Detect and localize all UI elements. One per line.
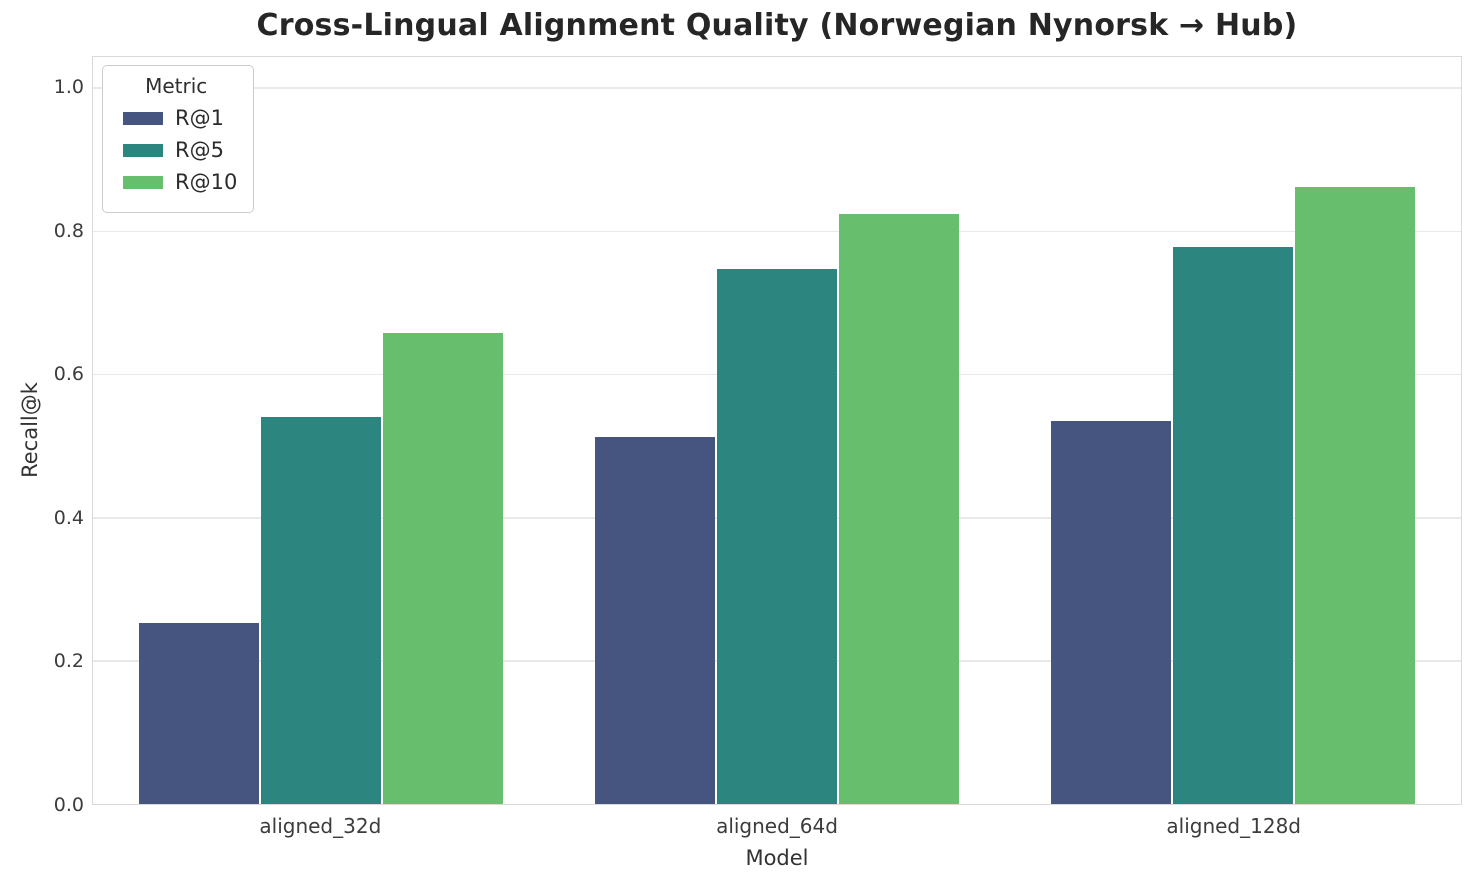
legend-entry-R@5: R@5: [123, 138, 237, 162]
x-tick-label-aligned_128d: aligned_128d: [1166, 814, 1301, 838]
x-tick-label-aligned_64d: aligned_64d: [716, 814, 838, 838]
legend-label-R@1: R@1: [175, 106, 224, 130]
x-tick-label-aligned_32d: aligned_32d: [259, 814, 382, 838]
y-tick-label: 0.6: [53, 363, 84, 386]
legend: Metric R@1 R@5 R@10: [102, 65, 255, 213]
bar-aligned_32d-R@1: [139, 622, 259, 804]
legend-title: Metric: [145, 74, 208, 98]
legend-entry-R@10: R@10: [123, 170, 237, 194]
y-axis: 0.0 0.2 0.4 0.6 0.8 1.0: [0, 56, 84, 816]
x-axis-ticks: aligned_32d aligned_64d aligned_128d: [92, 814, 1462, 838]
gridline-1.0: [93, 87, 1461, 89]
bar-aligned_32d-R@10: [383, 332, 503, 804]
gridline-0.8: [93, 230, 1461, 233]
legend-entry-R@1: R@1: [123, 106, 237, 130]
y-tick-label: 0.4: [53, 506, 84, 529]
y-tick-label: 1.0: [53, 75, 84, 98]
chart-title: Cross-Lingual Alignment Quality (Norwegi…: [256, 8, 1298, 43]
plot-area: Metric R@1 R@5 R@10: [92, 56, 1462, 805]
bar-aligned_128d-R@1: [1051, 420, 1171, 804]
bar-group-aligned_64d: [549, 57, 1005, 804]
y-tick-label: 0.2: [53, 650, 84, 673]
legend-swatch-R@5: [123, 143, 163, 157]
legend-swatch-R@10: [123, 175, 163, 189]
bar-aligned_128d-R@10: [1295, 186, 1415, 804]
y-tick-label: 0.8: [53, 219, 84, 242]
legend-label-R@5: R@5: [175, 138, 224, 162]
bar-aligned_64d-R@5: [717, 269, 837, 804]
bar-aligned_64d-R@10: [839, 213, 959, 804]
legend-entries: R@1 R@5 R@10: [115, 106, 237, 194]
bar-aligned_64d-R@1: [595, 437, 715, 804]
legend-swatch-R@1: [123, 111, 163, 125]
x-axis-label: Model: [745, 846, 809, 870]
bar-group-aligned_128d: [1005, 57, 1461, 804]
bar-group-aligned_32d: [93, 57, 549, 804]
bar-aligned_32d-R@5: [261, 417, 381, 804]
bar-groups: [93, 57, 1461, 804]
y-tick-label: 0.0: [53, 794, 84, 816]
bar-aligned_128d-R@5: [1173, 246, 1293, 804]
legend-label-R@10: R@10: [175, 170, 238, 194]
y-axis-label: Recall@k: [18, 382, 42, 478]
